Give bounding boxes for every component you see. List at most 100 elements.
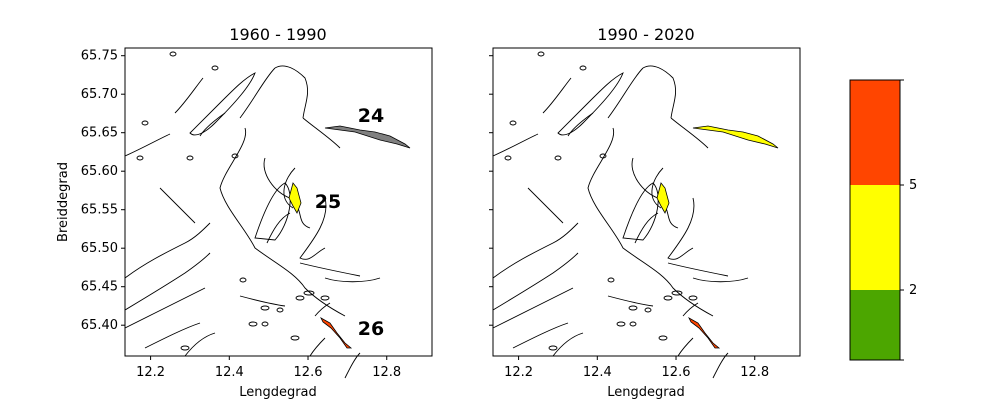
coast-segment [527, 187, 564, 224]
region-25 [656, 182, 670, 214]
island [579, 65, 587, 71]
island [616, 321, 626, 327]
coast-segment [667, 197, 695, 260]
island [663, 295, 673, 301]
island [537, 51, 545, 57]
y-tick-label: 65.60 [81, 164, 118, 179]
island [290, 335, 300, 341]
island [629, 321, 637, 327]
y-tick-label: 65.45 [81, 280, 118, 295]
x-tick-label: 12.8 [740, 365, 769, 380]
coast-segment [344, 352, 361, 379]
island [136, 155, 144, 161]
coastline [124, 51, 381, 379]
x-tick-label: 12.6 [294, 365, 323, 380]
coast-segment [692, 277, 749, 283]
x-tick-label: 12.4 [215, 365, 244, 380]
region-label-24: 24 [358, 105, 384, 127]
island [554, 155, 562, 161]
island [180, 345, 190, 351]
island [276, 307, 284, 313]
coast-segment [622, 182, 659, 241]
region-24 [692, 125, 779, 149]
coast-segment [670, 117, 709, 149]
coast-segment [124, 252, 211, 311]
island [169, 51, 177, 57]
coast-segment [712, 352, 729, 379]
coast-segment [159, 187, 196, 224]
island [644, 307, 652, 313]
coast-segment [274, 65, 308, 119]
coast-segment [667, 262, 729, 277]
coast-segment [542, 77, 572, 114]
y-tick-label: 65.70 [81, 87, 118, 102]
panel-title-1960-1990: 1960 - 1990 [229, 25, 326, 44]
island [141, 120, 149, 126]
coast-segment [492, 133, 539, 157]
island [239, 277, 247, 283]
coast-segment [552, 332, 584, 357]
x-axis-title: Lengdegrad [607, 385, 685, 400]
x-axis-title: Lengdegrad [239, 385, 317, 400]
colorbar-segment [850, 80, 900, 185]
coast-segment [239, 295, 286, 307]
x-tick-label: 12.6 [662, 365, 691, 380]
coast-segment [557, 72, 624, 136]
y-tick-label: 65.75 [81, 49, 118, 64]
coast-segment [682, 302, 699, 317]
coast-segment [189, 72, 256, 136]
island [688, 295, 698, 301]
coast-segment [607, 67, 644, 119]
coast-segment [239, 67, 276, 119]
y-tick-label: 65.50 [81, 241, 118, 256]
coast-segment [174, 77, 204, 114]
island [295, 295, 305, 301]
region-24 [324, 125, 411, 149]
region-25 [288, 182, 302, 214]
region-label-26: 26 [358, 318, 384, 340]
island [658, 335, 668, 341]
island [599, 153, 607, 159]
island [231, 153, 239, 159]
coast-segment [567, 112, 594, 137]
x-tick-label: 12.8 [372, 365, 401, 380]
colorbar: 25 [849, 79, 917, 361]
panel-title-1990-2020: 1990 - 2020 [597, 25, 694, 44]
axes-frame [492, 47, 801, 357]
coast-segment [299, 197, 327, 260]
colorbar-frame [849, 79, 901, 361]
coast-segment [314, 302, 331, 317]
island [504, 155, 512, 161]
y-tick-label: 65.65 [81, 126, 118, 141]
x-tick-label: 12.2 [504, 365, 533, 380]
coast-segment [124, 133, 171, 157]
coastline [492, 51, 749, 379]
coast-segment [607, 295, 654, 307]
island [261, 321, 269, 327]
coast-segment [587, 127, 714, 317]
coast-segment [492, 287, 574, 329]
coast-segment [199, 112, 226, 137]
region-26 [320, 317, 353, 349]
coast-segment [144, 322, 201, 349]
island [628, 305, 638, 311]
island [671, 290, 683, 296]
island [248, 321, 258, 327]
coast-segment [492, 222, 579, 279]
colorbar-segment [850, 290, 900, 360]
coast-segment [219, 127, 346, 317]
island [548, 345, 558, 351]
region-label-25: 25 [315, 191, 341, 213]
colorbar-tick-label: 2 [909, 283, 917, 298]
y-tick-label: 65.40 [81, 318, 118, 333]
coast-segment [677, 337, 694, 357]
axes-frame [124, 47, 433, 357]
island [320, 295, 330, 301]
y-axis-title: Breiddegrad [56, 162, 71, 242]
island [211, 65, 219, 71]
coast-segment [324, 277, 381, 283]
colorbar-tick-label: 5 [909, 178, 917, 193]
coast-segment [302, 117, 341, 149]
island [607, 277, 615, 283]
coast-segment [124, 287, 206, 329]
